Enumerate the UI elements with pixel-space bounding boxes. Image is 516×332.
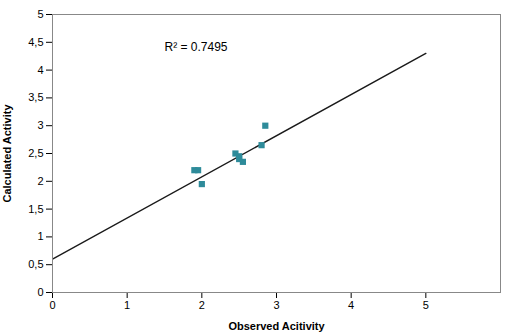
- svg-text:0,5: 0,5: [28, 258, 43, 270]
- svg-text:1: 1: [124, 299, 130, 311]
- svg-text:Observed Acitivity: Observed Acitivity: [228, 320, 325, 332]
- svg-text:1,5: 1,5: [28, 203, 43, 215]
- svg-text:2,5: 2,5: [28, 147, 43, 159]
- svg-text:4: 4: [37, 64, 43, 76]
- svg-text:0: 0: [37, 286, 43, 298]
- svg-text:2: 2: [199, 299, 205, 311]
- svg-text:1: 1: [37, 230, 43, 242]
- svg-text:0: 0: [49, 299, 55, 311]
- svg-text:3,5: 3,5: [28, 91, 43, 103]
- svg-text:4,5: 4,5: [28, 36, 43, 48]
- svg-text:4: 4: [348, 299, 354, 311]
- svg-text:3: 3: [37, 119, 43, 131]
- svg-text:3: 3: [273, 299, 279, 311]
- svg-text:Calculated Activity: Calculated Activity: [1, 104, 13, 203]
- svg-text:5: 5: [37, 8, 43, 20]
- svg-text:5: 5: [423, 299, 429, 311]
- svg-text:R² = 0.7495: R² = 0.7495: [165, 40, 228, 54]
- svg-text:2: 2: [37, 175, 43, 187]
